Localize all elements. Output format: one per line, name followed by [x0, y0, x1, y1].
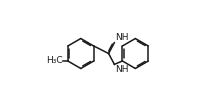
Text: H₃C: H₃C: [46, 56, 62, 65]
Text: NH: NH: [115, 33, 128, 42]
Text: NH: NH: [115, 65, 128, 74]
